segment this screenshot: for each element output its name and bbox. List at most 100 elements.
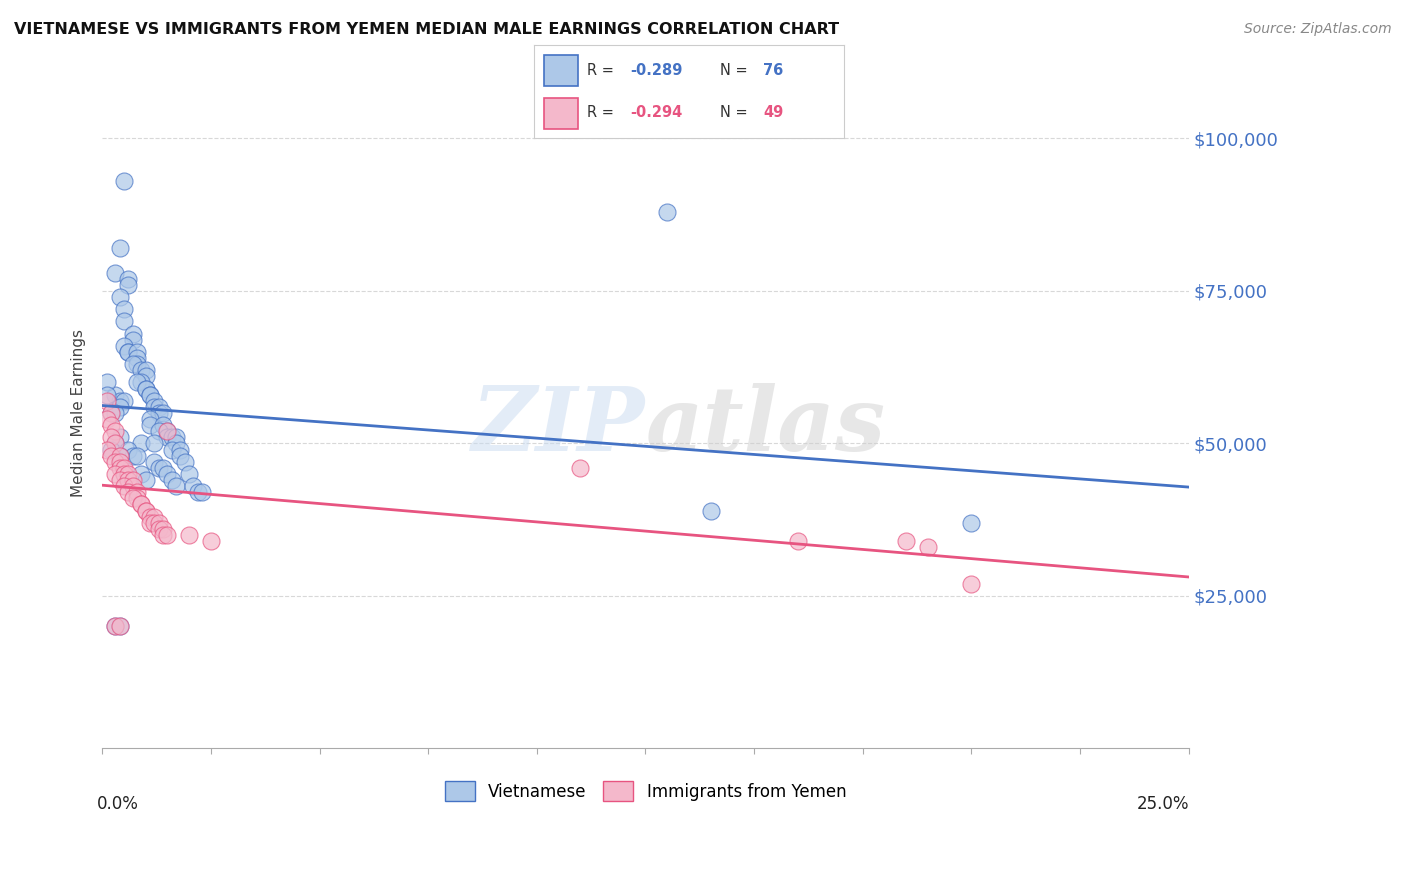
Point (156, 430, 179, 444)
Point (143, 516, 166, 530)
Text: -0.289: -0.289 (630, 62, 682, 78)
Point (104, 387, 127, 401)
Point (112, 461, 135, 475)
Point (121, 473, 143, 487)
Point (125, 357, 148, 371)
Point (148, 406, 170, 420)
Point (143, 509, 166, 524)
FancyBboxPatch shape (544, 55, 578, 86)
Point (152, 406, 174, 420)
Point (139, 418, 162, 433)
Point (104, 436, 127, 450)
Point (100, 442, 122, 457)
Point (108, 619, 131, 633)
Point (143, 393, 166, 408)
Text: Source: ZipAtlas.com: Source: ZipAtlas.com (1244, 22, 1392, 37)
Point (131, 498, 153, 512)
Point (108, 461, 131, 475)
Point (112, 393, 135, 408)
Point (156, 467, 179, 481)
Point (112, 174, 135, 188)
Point (187, 485, 209, 500)
Point (143, 455, 166, 469)
Point (121, 333, 143, 347)
Point (104, 467, 127, 481)
Point (917, 540, 939, 554)
Point (100, 449, 122, 463)
Point (96, 393, 118, 408)
Point (169, 449, 191, 463)
Point (148, 400, 170, 414)
Point (135, 473, 157, 487)
Point (143, 436, 166, 450)
Point (152, 418, 174, 433)
Text: 0.0%: 0.0% (97, 796, 139, 814)
Point (160, 473, 183, 487)
Point (135, 503, 157, 517)
Point (148, 461, 170, 475)
Point (108, 449, 131, 463)
Point (156, 424, 179, 438)
Point (125, 485, 148, 500)
Point (131, 376, 153, 390)
Point (104, 619, 127, 633)
Point (139, 509, 162, 524)
Point (108, 393, 131, 408)
Point (179, 467, 201, 481)
Point (108, 455, 131, 469)
Point (165, 430, 187, 444)
Point (786, 534, 808, 549)
Point (121, 357, 143, 371)
Text: -0.294: -0.294 (630, 105, 682, 120)
Point (112, 314, 135, 328)
Point (108, 400, 131, 414)
Point (121, 479, 143, 493)
Point (125, 449, 148, 463)
Point (143, 400, 166, 414)
Text: N =: N = (720, 105, 752, 120)
Point (104, 455, 127, 469)
Point (173, 455, 195, 469)
Point (960, 516, 983, 530)
Point (104, 619, 127, 633)
Point (96, 387, 118, 401)
Point (160, 442, 183, 457)
Point (135, 369, 157, 384)
Point (135, 382, 157, 396)
Point (121, 449, 143, 463)
Point (108, 430, 131, 444)
Y-axis label: Median Male Earnings: Median Male Earnings (72, 329, 86, 497)
Text: 76: 76 (763, 62, 783, 78)
Point (896, 534, 918, 549)
Point (108, 241, 131, 255)
Point (100, 406, 122, 420)
Point (183, 479, 205, 493)
Text: R =: R = (586, 62, 619, 78)
Text: ZIP: ZIP (472, 384, 645, 469)
Point (139, 412, 162, 426)
Point (148, 522, 170, 536)
Point (117, 277, 139, 292)
Point (139, 516, 162, 530)
Point (200, 534, 222, 549)
Point (125, 376, 148, 390)
Point (125, 491, 148, 506)
Point (112, 339, 135, 353)
Point (108, 619, 131, 633)
Point (112, 302, 135, 317)
Text: 25.0%: 25.0% (1136, 796, 1189, 814)
Point (100, 406, 122, 420)
Point (117, 473, 139, 487)
Point (108, 449, 131, 463)
Point (108, 290, 131, 304)
Text: atlas: atlas (645, 384, 886, 469)
Point (152, 461, 174, 475)
Point (108, 473, 131, 487)
Point (104, 266, 127, 280)
Point (96, 412, 118, 426)
Legend: Vietnamese, Immigrants from Yemen: Vietnamese, Immigrants from Yemen (439, 774, 853, 807)
Point (152, 528, 174, 542)
FancyBboxPatch shape (544, 98, 578, 129)
Point (121, 326, 143, 341)
Point (96, 442, 118, 457)
